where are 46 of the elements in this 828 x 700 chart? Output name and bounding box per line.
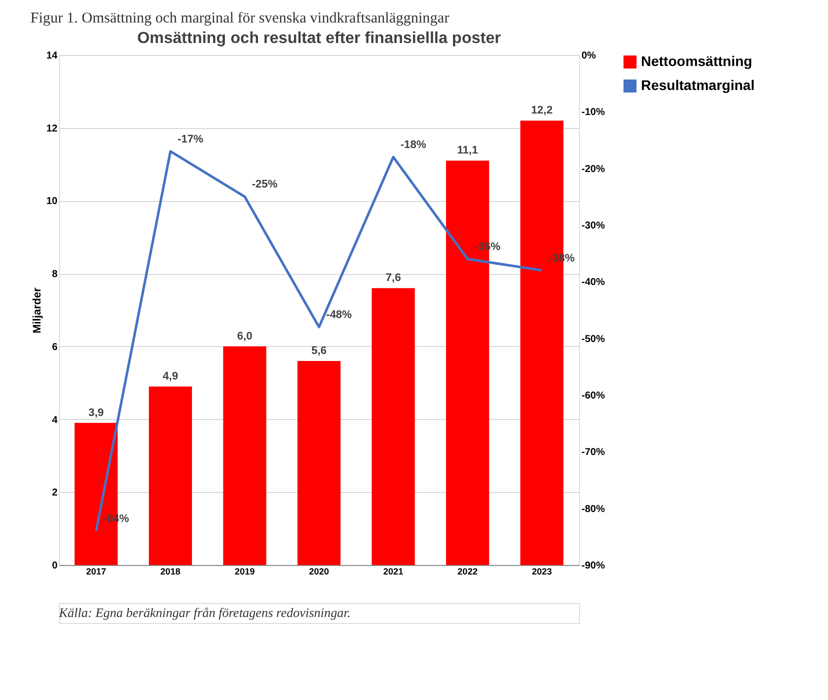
data-label: -17% bbox=[178, 133, 204, 146]
text: Källa: Egna beräkningar från företagens redovisningar. bbox=[58, 605, 351, 620]
y-tick-label: 8 bbox=[52, 269, 58, 280]
chart-subtitle: Omsättning och resultat efter finansiellla poster bbox=[137, 30, 501, 47]
x-tick-label: 2018 bbox=[160, 566, 180, 576]
y2-tick-label: 0% bbox=[582, 50, 596, 62]
data-label: 6,0 bbox=[237, 330, 252, 342]
y-tick-label: 12 bbox=[46, 123, 58, 134]
data-label: 4,9 bbox=[162, 370, 178, 382]
data-label: 5,6 bbox=[311, 345, 327, 357]
chart-title: Figur 1. Omsättning och marginal för svenska vindkraftsanläggningar bbox=[30, 10, 450, 26]
x-tick-label: 2017 bbox=[86, 566, 106, 576]
x-tick-label: 2019 bbox=[234, 566, 255, 576]
y2-tick-label: -60% bbox=[582, 390, 605, 402]
bar bbox=[297, 361, 341, 565]
y-tick-label: 2 bbox=[52, 488, 58, 499]
data-label: 7,6 bbox=[386, 272, 401, 284]
bar bbox=[223, 346, 266, 565]
y2-tick-label: -30% bbox=[582, 220, 605, 232]
y-tick-label: 4 bbox=[52, 414, 58, 426]
y-tick-label: 0 bbox=[52, 560, 58, 572]
y2-tick-label: -20% bbox=[582, 164, 605, 175]
y2-tick-label: -50% bbox=[582, 334, 605, 345]
data-label: 3,9 bbox=[88, 406, 104, 419]
x-tick-label: 2021 bbox=[383, 566, 404, 576]
y2-tick-label: -10% bbox=[582, 107, 605, 118]
bar bbox=[372, 288, 415, 565]
y2-tick-label: -40% bbox=[582, 277, 605, 288]
bar bbox=[148, 386, 192, 565]
x-tick-label: 2022 bbox=[458, 566, 478, 576]
y-axis-title: Miljarder bbox=[31, 286, 44, 334]
x-tick-label: 2020 bbox=[308, 566, 330, 576]
y-tick-label: 14 bbox=[46, 50, 58, 62]
data-label: -18% bbox=[400, 139, 426, 151]
data-label: -48% bbox=[326, 309, 352, 321]
y-tick-label: 6 bbox=[52, 342, 58, 353]
data-label: 12,2 bbox=[531, 104, 553, 117]
data-label: -25% bbox=[252, 178, 278, 191]
y-tick-label: 10 bbox=[46, 196, 58, 208]
data-label: 11,1 bbox=[457, 144, 478, 157]
x-tick-label: 2023 bbox=[532, 566, 552, 576]
legend-label: Nettoomsättning bbox=[641, 53, 752, 69]
y2-tick-label: -80% bbox=[582, 504, 605, 515]
legend-label: Resultatmarginal bbox=[641, 77, 755, 93]
y2-tick-label: -70% bbox=[582, 447, 605, 458]
y2-tick-label: -90% bbox=[582, 560, 605, 572]
